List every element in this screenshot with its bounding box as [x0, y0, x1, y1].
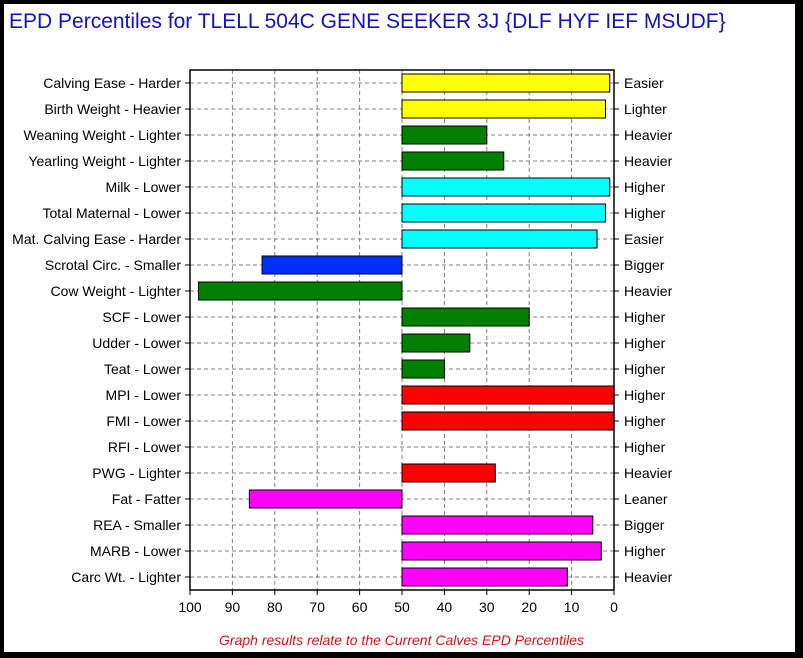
bar: [401, 333, 471, 353]
right-category-label: Heavier: [624, 569, 673, 585]
bar: [401, 203, 607, 223]
left-category-label: Weaning Weight - Lighter: [24, 127, 182, 143]
bar: [197, 281, 403, 301]
right-category-label: Lighter: [624, 101, 667, 117]
left-category-label: REA - Smaller: [93, 517, 181, 533]
bar: [401, 463, 496, 483]
bar: [401, 73, 611, 93]
x-tick-label: 50: [394, 599, 410, 615]
right-category-label: Higher: [624, 413, 666, 429]
left-category-label: Fat - Fatter: [112, 491, 182, 507]
bar: [261, 255, 403, 275]
right-category-label: Higher: [624, 335, 666, 351]
right-category-label: Higher: [624, 439, 666, 455]
left-category-label: PWG - Lighter: [92, 465, 181, 481]
left-category-label: Calving Ease - Harder: [43, 75, 181, 91]
right-category-label: Easier: [624, 75, 664, 91]
right-category-label: Higher: [624, 543, 666, 559]
left-category-label: MPI - Lower: [106, 387, 182, 403]
left-category-label: Scrotal Circ. - Smaller: [45, 257, 181, 273]
chart-title: EPD Percentiles for TLELL 504C GENE SEEK…: [9, 10, 726, 33]
bar: [401, 99, 607, 119]
x-tick-label: 100: [178, 599, 202, 615]
left-category-label: Milk - Lower: [106, 179, 182, 195]
right-category-label: Bigger: [624, 517, 665, 533]
left-category-label: Udder - Lower: [92, 335, 181, 351]
x-tick-label: 20: [521, 599, 537, 615]
left-category-label: MARB - Lower: [90, 543, 181, 559]
right-category-label: Leaner: [624, 491, 668, 507]
left-category-label: Carc Wt. - Lighter: [71, 569, 181, 585]
left-category-label: Birth Weight - Heavier: [44, 101, 181, 117]
right-category-label: Higher: [624, 179, 666, 195]
right-category-label: Bigger: [624, 257, 665, 273]
left-category-label: FMI - Lower: [106, 413, 181, 429]
bar: [401, 385, 615, 405]
left-category-label: Total Maternal - Lower: [42, 205, 181, 221]
x-tick-label: 10: [564, 599, 580, 615]
left-category-label: Mat. Calving Ease - Harder: [12, 231, 181, 247]
bar: [401, 177, 611, 197]
bar: [401, 307, 530, 327]
right-category-label: Higher: [624, 387, 666, 403]
left-category-label: Yearling Weight - Lighter: [28, 153, 181, 169]
left-category-label: RFI - Lower: [108, 439, 181, 455]
x-tick-label: 60: [352, 599, 368, 615]
bar: [401, 567, 568, 587]
bar: [401, 151, 505, 171]
bar: [401, 229, 598, 249]
bar: [401, 125, 488, 145]
x-tick-label: 0: [610, 599, 618, 615]
right-category-label: Easier: [624, 231, 664, 247]
footnote: Graph results relate to the Current Calv…: [219, 632, 584, 648]
right-category-label: Higher: [624, 205, 666, 221]
x-tick-label: 40: [437, 599, 453, 615]
bar: [248, 489, 403, 509]
right-category-label: Higher: [624, 309, 666, 325]
x-tick-label: 30: [479, 599, 495, 615]
right-category-label: Heavier: [624, 127, 673, 143]
right-category-label: Heavier: [624, 465, 673, 481]
right-category-label: Higher: [624, 361, 666, 377]
bar: [401, 515, 594, 535]
left-category-label: Cow Weight - Lighter: [51, 283, 182, 299]
bar: [401, 411, 615, 431]
bar: [401, 359, 445, 379]
x-tick-label: 80: [267, 599, 283, 615]
x-tick-label: 90: [225, 599, 241, 615]
left-category-label: Teat - Lower: [104, 361, 181, 377]
left-category-label: SCF - Lower: [102, 309, 181, 325]
right-category-label: Heavier: [624, 153, 673, 169]
bar: [401, 541, 602, 561]
right-category-label: Heavier: [624, 283, 673, 299]
x-tick-label: 70: [309, 599, 325, 615]
